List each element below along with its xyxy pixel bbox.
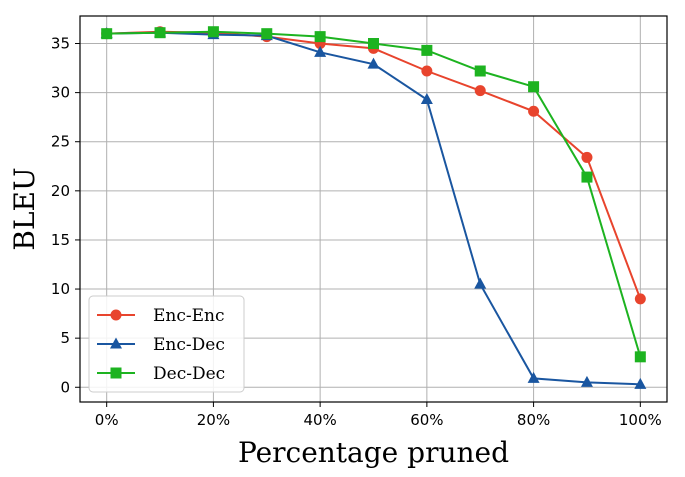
legend-item: Dec-Dec [97,364,225,384]
legend-marker [110,337,122,349]
legend-item: Enc-Dec [97,335,225,355]
x-axis-ticks: 0% 20% 40% 60% 80% 100% [95,402,662,429]
x-tick-label: 100% [619,411,662,429]
x-tick-label: 40% [303,411,336,429]
data-point [580,375,593,387]
data-point [634,351,646,363]
data-point [421,44,433,56]
data-point [367,57,380,69]
data-point [581,171,593,183]
series-line [106,30,642,300]
legend-label: Dec-Dec [153,364,225,384]
data-point [207,26,219,38]
legend: Enc-Enc Enc-Dec Dec-Dec [88,295,245,393]
y-tick-label: 10 [51,280,70,298]
legend-item: Enc-Enc [97,306,225,326]
data-point [421,65,433,77]
data-point [527,371,540,383]
data-point [101,28,113,40]
data-point [314,45,327,57]
x-tick-label: 0% [95,411,119,429]
data-point [528,81,540,93]
y-tick-label: 25 [51,133,70,151]
x-tick-label: 60% [410,411,443,429]
legend-label: Enc-Enc [153,306,225,326]
series-lines [100,26,647,389]
data-point [528,105,540,117]
x-tick-label: 80% [517,411,550,429]
data-point [314,31,326,43]
data-point [634,377,647,389]
data-point [474,277,487,289]
y-tick-label: 35 [51,35,70,53]
legend-marker [110,309,122,321]
y-tick-label: 30 [51,84,70,102]
x-axis-label: Percentage pruned [238,436,509,469]
data-point [420,92,433,104]
y-tick-label: 5 [60,329,70,347]
y-tick-label: 15 [51,231,70,249]
legend-marker [110,367,122,379]
y-axis-label: BLEU [8,167,41,250]
y-tick-label: 0 [60,378,70,396]
data-point [581,151,593,163]
y-tick-label: 20 [51,182,70,200]
data-point [474,85,486,97]
data-point [154,27,166,39]
y-axis-ticks: 0 5 10 15 20 25 30 35 [51,35,80,396]
data-point [368,38,379,50]
data-point [261,28,273,40]
x-tick-label: 20% [197,411,230,429]
plot-area-frame [79,15,668,403]
legend-label: Enc-Dec [153,335,225,355]
data-point [474,65,486,77]
legend-box [88,295,245,393]
data-point [634,293,646,305]
series-dec-dec [101,26,646,363]
